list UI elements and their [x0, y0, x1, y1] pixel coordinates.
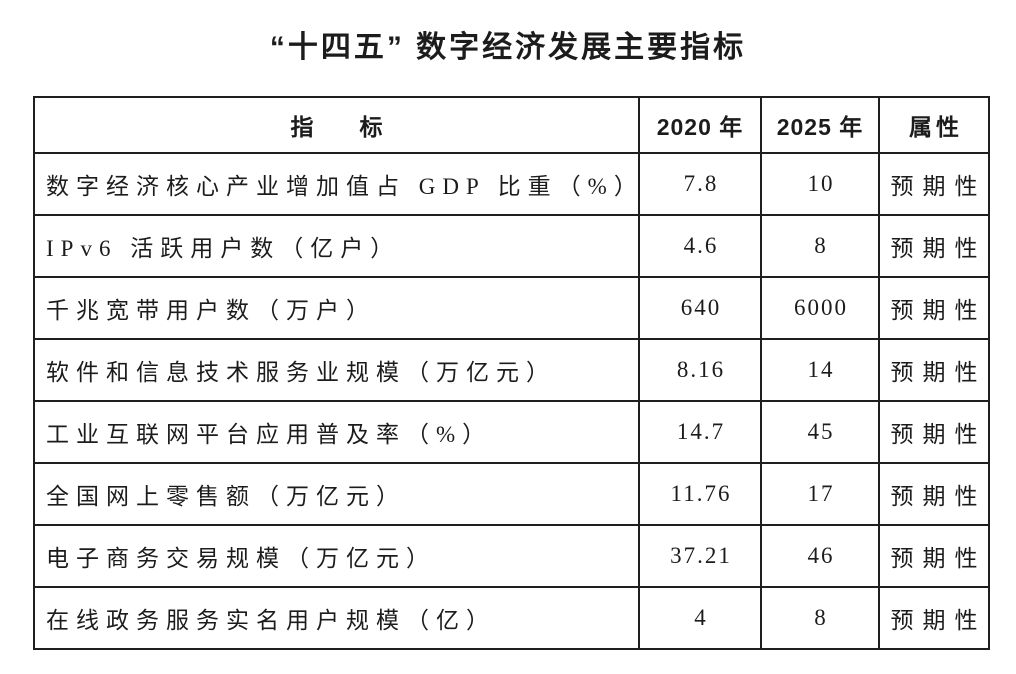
header-year-2020: 2020 年: [638, 96, 762, 154]
header-year-2025: 2025 年: [760, 96, 880, 154]
table-row: 工业互联网平台应用普及率（%） 14.7 45 预期性: [33, 400, 990, 464]
indicator-cell: 电子商务交易规模（万亿元）: [33, 524, 640, 588]
value-2025-cell: 8: [760, 586, 880, 650]
table-row: 千兆宽带用户数（万户） 640 6000 预期性: [33, 276, 990, 340]
indicator-cell: 在线政务服务实名用户规模（亿）: [33, 586, 640, 650]
value-2020-cell: 7.8: [638, 152, 762, 216]
indicator-cell: 全国网上零售额（万亿元）: [33, 462, 640, 526]
attribute-cell: 预期性: [878, 462, 990, 526]
attribute-cell: 预期性: [878, 338, 990, 402]
value-2020-cell: 8.16: [638, 338, 762, 402]
value-2020-cell: 4.6: [638, 214, 762, 278]
header-attribute: 属性: [878, 96, 990, 154]
value-2025-cell: 17: [760, 462, 880, 526]
value-2020-cell: 11.76: [638, 462, 762, 526]
value-2025-cell: 46: [760, 524, 880, 588]
attribute-cell: 预期性: [878, 524, 990, 588]
indicator-cell: 千兆宽带用户数（万户）: [33, 276, 640, 340]
indicator-cell: 工业互联网平台应用普及率（%）: [33, 400, 640, 464]
value-2025-cell: 6000: [760, 276, 880, 340]
attribute-cell: 预期性: [878, 152, 990, 216]
indicator-cell: IPv6 活跃用户数（亿户）: [33, 214, 640, 278]
table-row: 软件和信息技术服务业规模（万亿元） 8.16 14 预期性: [33, 338, 990, 402]
attribute-cell: 预期性: [878, 400, 990, 464]
value-2025-cell: 8: [760, 214, 880, 278]
value-2020-cell: 37.21: [638, 524, 762, 588]
table-row: 数字经济核心产业增加值占 GDP 比重（%） 7.8 10 预期性: [33, 152, 990, 216]
indicator-cell: 数字经济核心产业增加值占 GDP 比重（%）: [33, 152, 640, 216]
table-row: 电子商务交易规模（万亿元） 37.21 46 预期性: [33, 524, 990, 588]
value-2020-cell: 14.7: [638, 400, 762, 464]
indicator-cell: 软件和信息技术服务业规模（万亿元）: [33, 338, 640, 402]
header-indicator: 指 标: [33, 96, 640, 154]
value-2020-cell: 640: [638, 276, 762, 340]
indicators-table: 指 标 2020 年 2025 年 属性 数字经济核心产业增加值占 GDP 比重…: [33, 96, 990, 650]
value-2025-cell: 10: [760, 152, 880, 216]
table-row: 全国网上零售额（万亿元） 11.76 17 预期性: [33, 462, 990, 526]
attribute-cell: 预期性: [878, 214, 990, 278]
page-title: “十四五” 数字经济发展主要指标: [269, 31, 747, 64]
value-2025-cell: 45: [760, 400, 880, 464]
table-row: 在线政务服务实名用户规模（亿） 4 8 预期性: [33, 586, 990, 650]
attribute-cell: 预期性: [878, 586, 990, 650]
value-2020-cell: 4: [638, 586, 762, 650]
header-row: 指 标 2020 年 2025 年 属性: [33, 96, 990, 154]
value-2025-cell: 14: [760, 338, 880, 402]
table-row: IPv6 活跃用户数（亿户） 4.6 8 预期性: [33, 214, 990, 278]
attribute-cell: 预期性: [878, 276, 990, 340]
